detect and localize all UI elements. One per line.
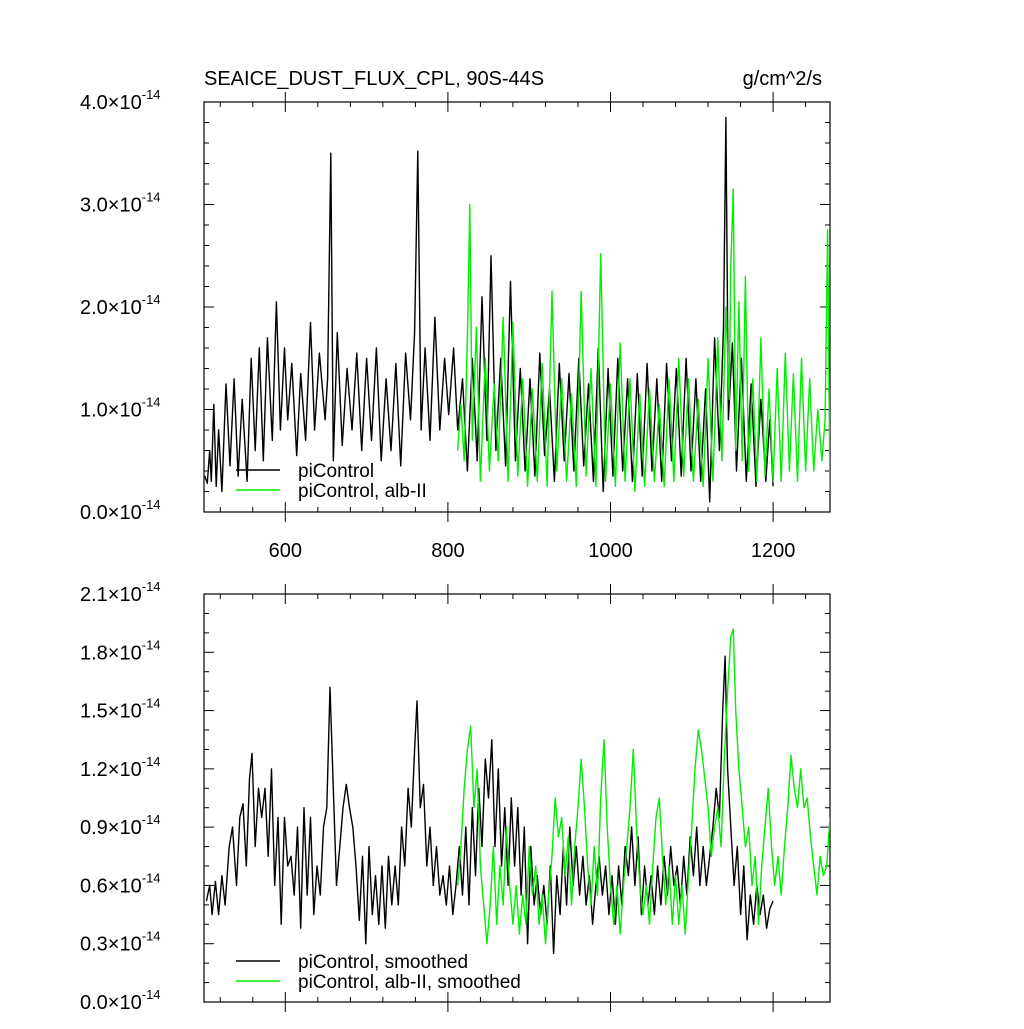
legend-label: piControl, alb-II, smoothed — [298, 972, 521, 993]
series-line-2 — [457, 188, 830, 493]
y-tick-label: 1.0×10-14 — [80, 395, 161, 422]
y-tick-label: 2.0×10-14 — [80, 292, 161, 319]
y-tick-label: 2.1×10-14 — [80, 579, 161, 606]
series-line-2 — [457, 628, 830, 945]
y-tick-label: 0.6×10-14 — [80, 870, 161, 897]
y-tick-label: 4.0×10-14 — [80, 87, 161, 114]
y-tick-label: 0.9×10-14 — [80, 812, 161, 839]
y-tick-label: 0.0×10-14 — [80, 987, 161, 1014]
y-tick-label: 0.0×10-14 — [80, 497, 161, 524]
y-tick-label: 1.5×10-14 — [80, 696, 161, 723]
y-tick-label: 1.2×10-14 — [80, 754, 161, 781]
x-tick-label: 1200 — [751, 540, 796, 562]
plot-frame — [203, 593, 831, 1003]
series-line-1 — [204, 116, 774, 503]
x-tick-label: 800 — [431, 540, 464, 562]
series-line-1 — [205, 655, 774, 955]
legend-label: piControl, smoothed — [298, 952, 468, 973]
chart-panel-2: 0.0×10-14 0.3×10-14 0.6×10-14 0.9×10-14 1.2×… — [80, 579, 831, 1014]
y-tick-label: 0.3×10-14 — [80, 929, 161, 956]
x-tick-label: 600 — [269, 540, 302, 562]
x-tick-label: 1000 — [588, 540, 633, 562]
chart-panel-1: 600 800 1000 1200 0.0×10-14 1.0×10-14 2.0×10-1… — [80, 87, 831, 562]
legend-label: piControl, alb-II — [298, 481, 427, 502]
y-tick-label: 3.0×10-14 — [80, 190, 161, 217]
chart-units: g/cm^2/s — [743, 68, 822, 90]
legend-label: piControl — [298, 461, 374, 482]
y-tick-label: 1.8×10-14 — [80, 637, 161, 664]
chart-title: SEAICE_DUST_FLUX_CPL, 90S-44S — [204, 68, 544, 90]
